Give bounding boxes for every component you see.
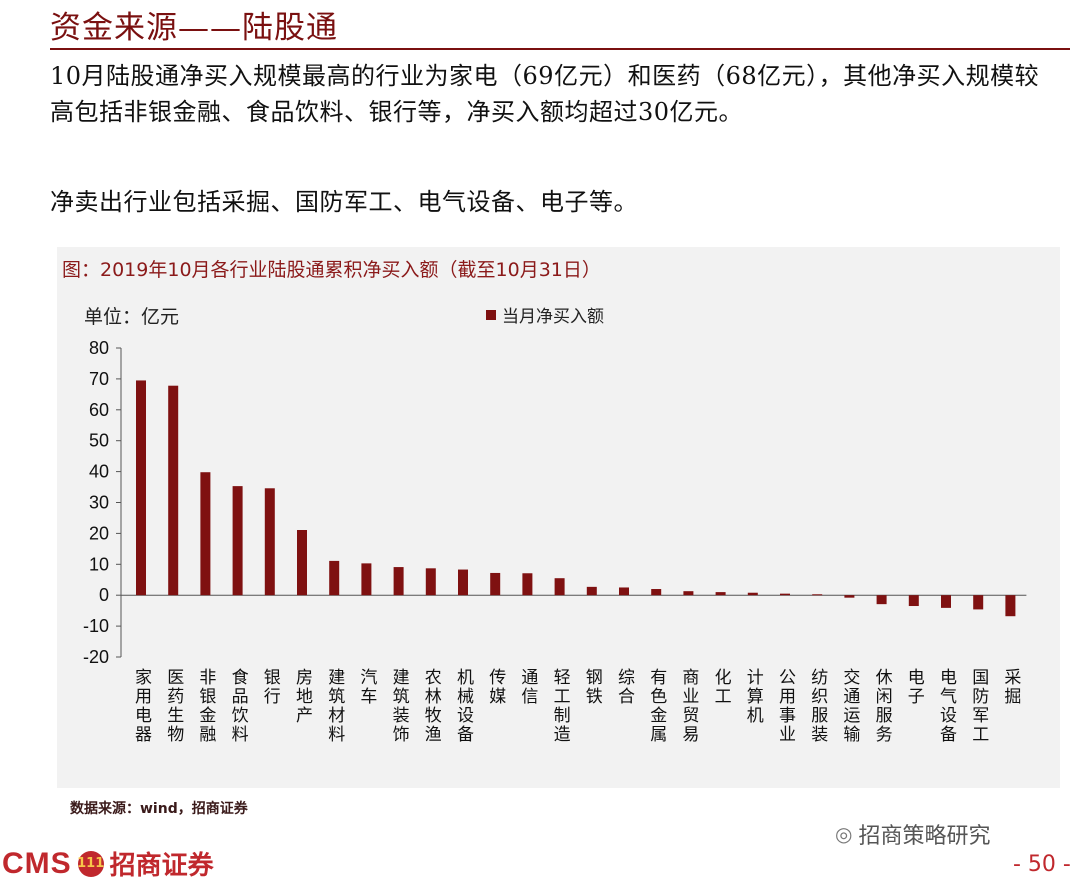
chart-title: 图：2019年10月各行业陆股通累积净买入额（截至10月31日） [62, 259, 601, 281]
x-category-label: 轻工制造 [550, 668, 571, 744]
x-category-label: 商业贸易 [678, 668, 699, 744]
bar [812, 594, 823, 596]
bar [554, 578, 565, 596]
bar [232, 486, 243, 596]
bar [297, 530, 307, 596]
bar [200, 472, 211, 596]
bar [715, 592, 726, 596]
bar [973, 595, 984, 610]
bar [329, 560, 340, 596]
x-category-label: 钢铁 [582, 668, 603, 706]
bar [264, 488, 275, 596]
bar [619, 587, 629, 596]
company-logo: CMS 111 招商证券 [2, 845, 214, 882]
x-category-label: 电子 [904, 668, 925, 706]
y-tick-label: 30 [89, 493, 109, 513]
bar [586, 586, 597, 596]
summary-paragraph-2: 净卖出行业包括采掘、国防军工、电气设备、电子等。 [50, 188, 638, 216]
bar [876, 595, 887, 605]
bar [425, 568, 436, 596]
data-source: 数据来源：wind，招商证券 [70, 801, 248, 817]
y-tick-label: 80 [89, 338, 109, 358]
wechat-watermark: ◎ 招商策略研究 [835, 818, 990, 850]
x-category-label: 传媒 [485, 668, 506, 706]
chart-legend: 当月净买入额 [486, 302, 604, 327]
x-category-label: 通信 [517, 668, 538, 706]
logo-text-en: CMS [2, 846, 72, 880]
x-category-label: 采掘 [1000, 668, 1021, 706]
x-category-label: 非银金融 [195, 668, 216, 744]
x-category-label: 有色金属 [646, 668, 667, 744]
x-category-label: 建筑装饰 [389, 668, 410, 744]
x-category-label: 银行 [260, 668, 281, 706]
x-category-label: 医药生物 [163, 668, 184, 744]
legend-swatch [486, 309, 496, 320]
page-number: - 50 - [1013, 852, 1071, 877]
y-tick-label: 20 [89, 523, 109, 543]
x-category-label: 国防军工 [968, 668, 989, 744]
bar [941, 595, 951, 608]
x-category-label: 电气设备 [936, 668, 957, 744]
x-category-label: 综合 [614, 668, 635, 706]
y-tick-label: 10 [89, 554, 109, 574]
x-category-label: 农林牧渔 [421, 668, 442, 744]
x-category-label: 房地产 [292, 668, 313, 725]
bar [844, 595, 855, 598]
x-category-label: 计算机 [743, 668, 764, 725]
x-category-label: 食品饮料 [228, 668, 249, 744]
page-title: 资金来源——陆股通 [50, 10, 338, 46]
legend-label: 当月净买入额 [502, 307, 604, 327]
bar [683, 591, 694, 596]
unit-label: 单位：亿元 [84, 306, 180, 328]
y-tick-label: 0 [99, 585, 109, 605]
bar [522, 573, 533, 596]
x-category-label: 休闲服务 [872, 668, 893, 744]
title-divider [50, 48, 1070, 50]
bar [651, 589, 662, 596]
bar [1005, 595, 1016, 617]
x-category-label: 建筑材料 [324, 668, 345, 744]
summary-paragraph-1: 10月陆股通净买入规模最高的行业为家电（69亿元）和医药（68亿元），其他净买入… [50, 62, 1040, 126]
x-category-label: 家用电器 [131, 668, 152, 744]
x-category-label: 汽车 [356, 668, 377, 706]
bar [780, 593, 790, 596]
x-category-label: 公用事业 [775, 668, 796, 744]
bar [490, 572, 501, 596]
bar [361, 563, 372, 596]
x-category-label: 机械设备 [453, 668, 474, 744]
logo-text-cn: 招商证券 [109, 851, 214, 881]
y-tick-label: 40 [89, 462, 109, 482]
bar [136, 380, 146, 596]
y-tick-label: -10 [83, 616, 109, 636]
wechat-icon: ◎ [835, 822, 853, 846]
x-category-label: 交通运输 [839, 668, 860, 744]
chart-panel [57, 247, 1060, 788]
logo-badge-icon: 111 [77, 850, 104, 877]
bar [168, 385, 179, 596]
bar [393, 567, 404, 596]
x-category-label: 化工 [711, 668, 732, 706]
bar [747, 592, 758, 596]
y-tick-label: 70 [89, 369, 109, 389]
y-tick-label: 50 [89, 431, 109, 451]
bar [458, 569, 468, 596]
watermark-text: 招商策略研究 [858, 824, 991, 849]
y-tick-label: 60 [89, 400, 109, 420]
y-tick-label: -20 [83, 647, 109, 667]
x-category-label: 纺织服装 [807, 668, 828, 744]
bar [908, 595, 919, 607]
